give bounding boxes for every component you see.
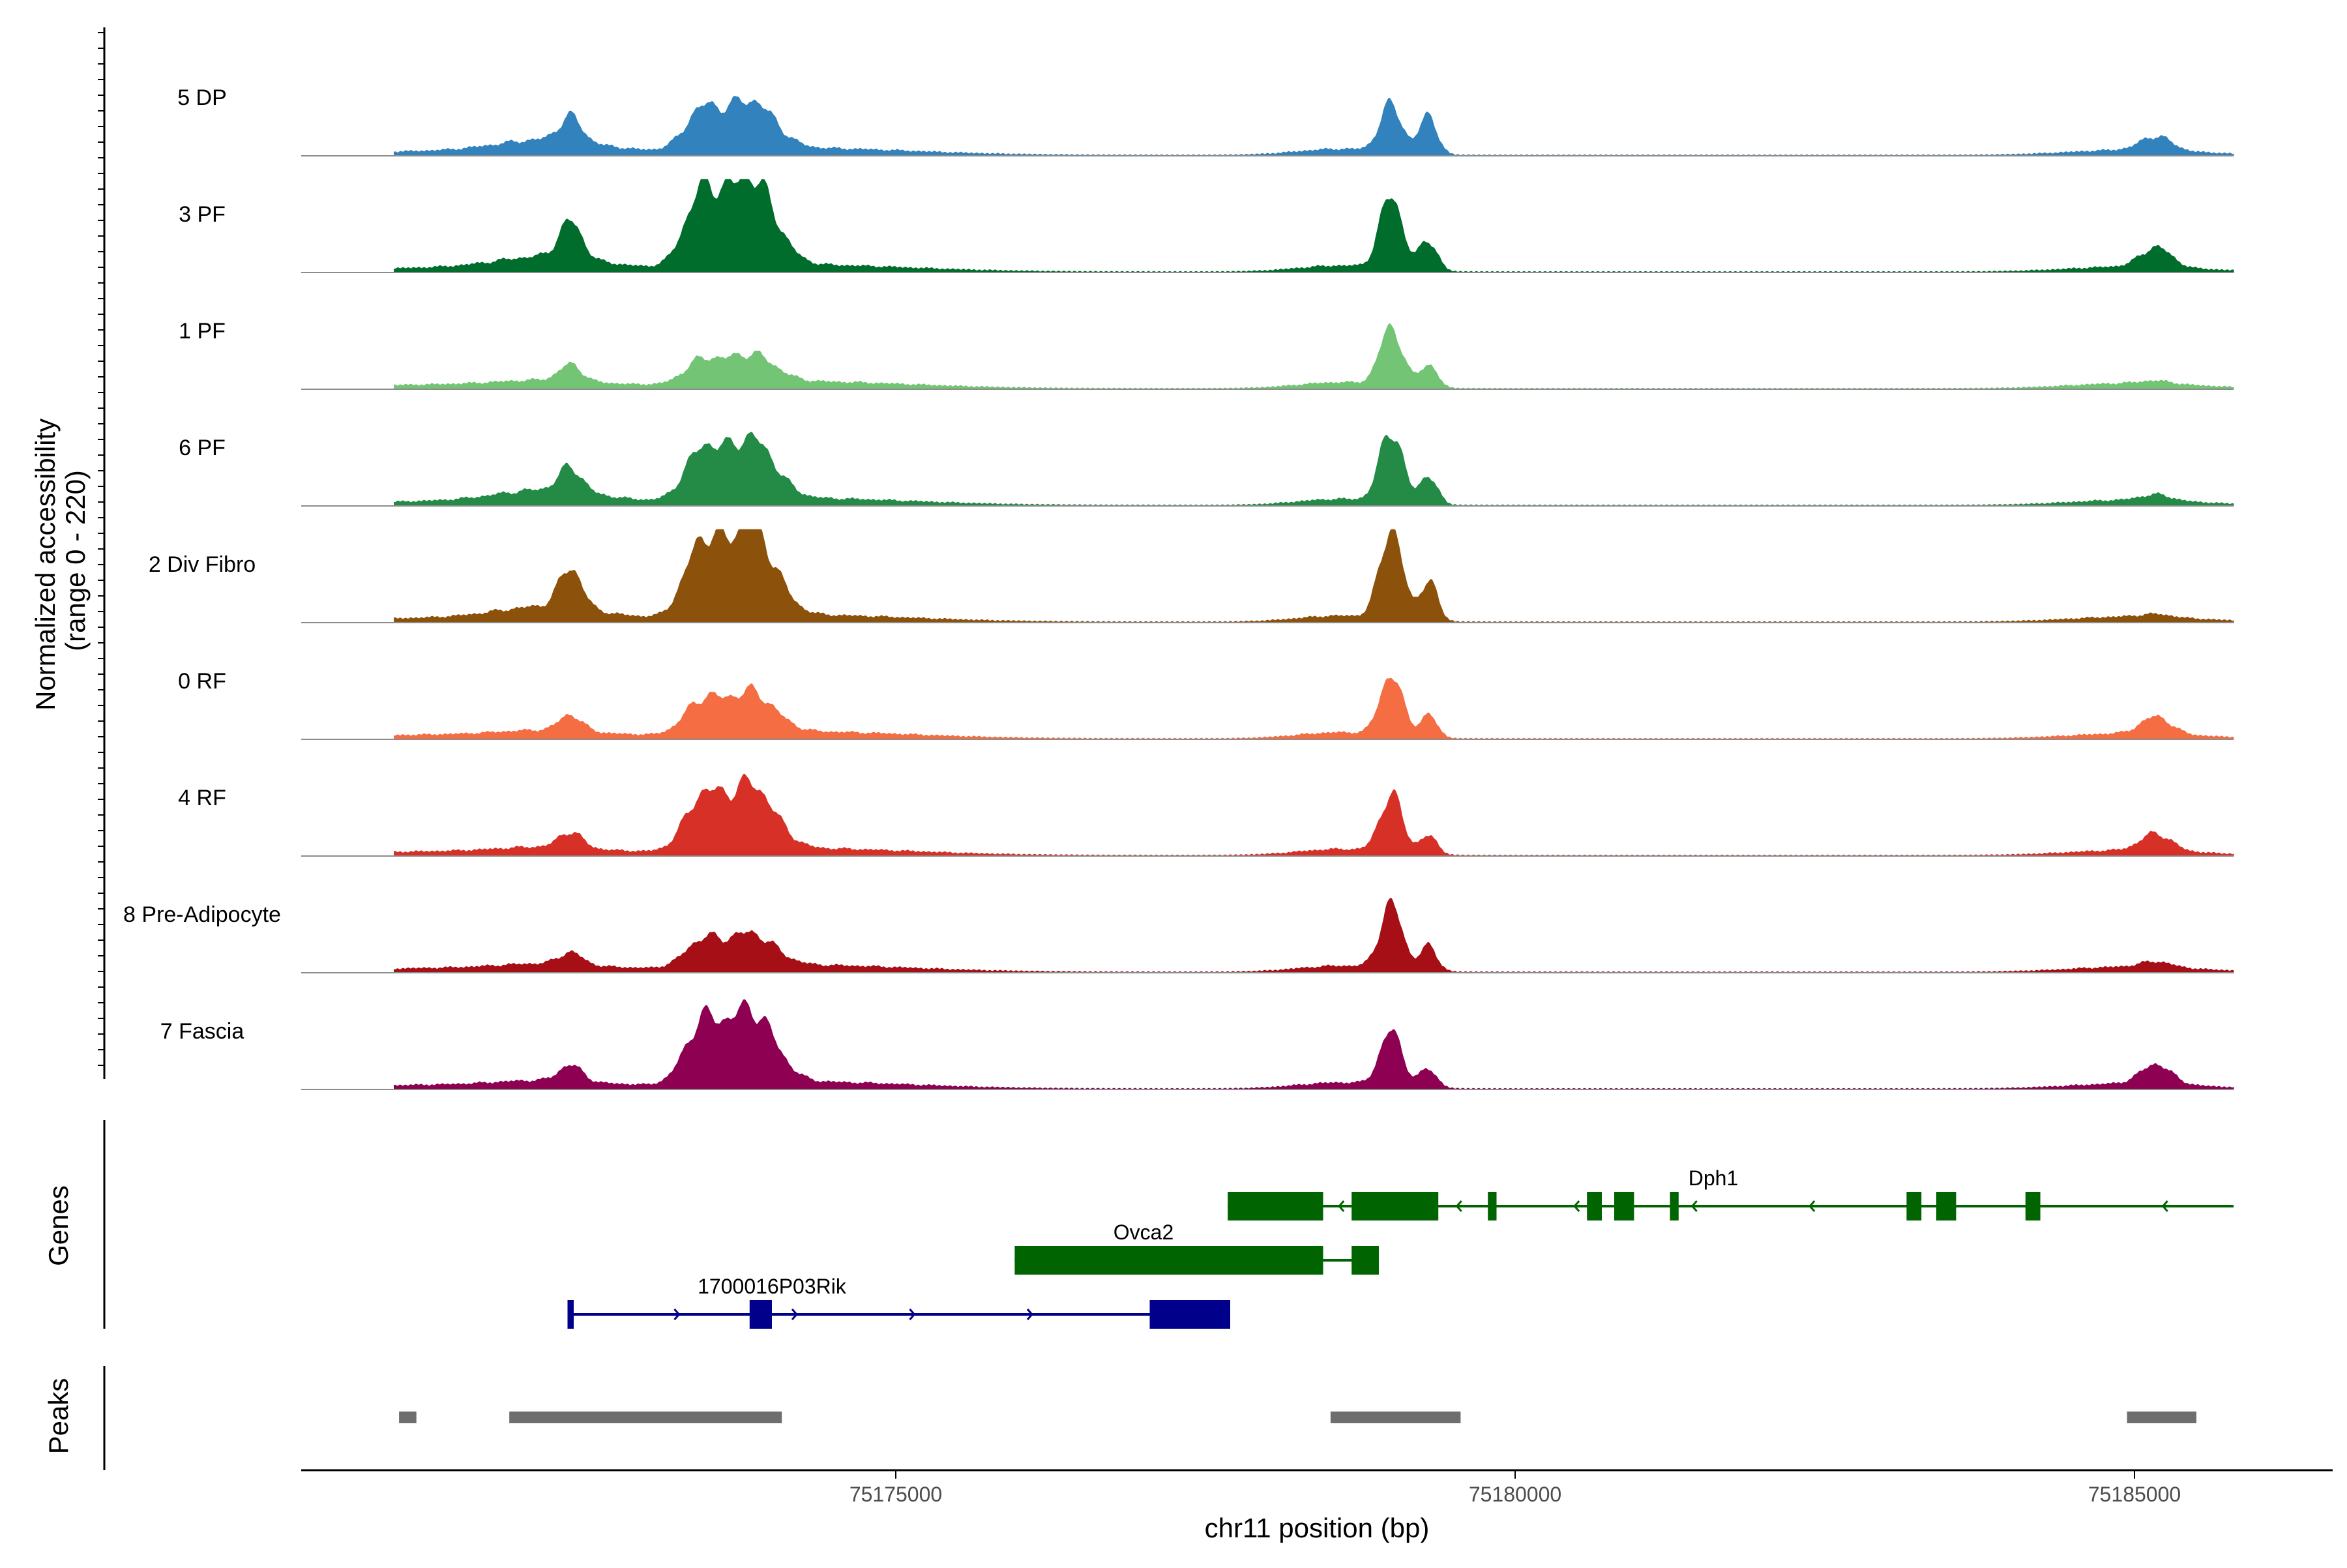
peak-region: [2127, 1412, 2196, 1423]
track-label: 5 DP: [177, 85, 227, 110]
coverage-track: 5 DP: [177, 85, 2234, 156]
peaks-panel-label: Peaks: [43, 1378, 74, 1455]
x-tick-label: 75180000: [1469, 1483, 1561, 1506]
gene-exon: [1670, 1192, 1679, 1220]
coverage-track: 8 Pre-Adipocyte: [123, 898, 2234, 973]
track-label: 2 Div Fibro: [149, 552, 256, 577]
track-label: 6 PF: [179, 436, 226, 460]
gene-model: Ovca2: [1014, 1220, 1379, 1275]
track-label: 0 RF: [178, 669, 226, 694]
strand-arrow: [1573, 1200, 1580, 1212]
gene-exon: [1488, 1192, 1497, 1220]
coverage-track: 6 PF: [179, 432, 2234, 507]
strand-arrow: [909, 1309, 916, 1320]
coverage-area: [394, 529, 2234, 623]
track-label: 3 PF: [179, 202, 226, 227]
coverage-track: 4 RF: [178, 773, 2234, 857]
coverage-area: [394, 898, 2234, 973]
track-label: 7 Fascia: [160, 1019, 244, 1044]
gene-exon: [1228, 1192, 1323, 1220]
x-axis-title: chr11 position (bp): [1205, 1513, 1430, 1543]
peak-region: [399, 1412, 417, 1423]
gene-exon: [1014, 1246, 1323, 1275]
gene-exon: [1351, 1246, 1379, 1275]
track-label: 8 Pre-Adipocyte: [123, 902, 281, 927]
gene-exon: [1906, 1192, 1922, 1220]
coverage-track: 1 PF: [179, 319, 2234, 390]
gene-label: Dph1: [1689, 1166, 1739, 1190]
strand-arrow: [1455, 1200, 1462, 1212]
x-tick-label: 75185000: [2088, 1483, 2181, 1506]
coverage-area: [394, 96, 2234, 156]
coverage-track: 2 Div Fibro: [149, 529, 2234, 623]
genes-panel: Genes Dph1 Ovca2 1700016P03Rik: [43, 1120, 2234, 1329]
strand-arrow: [1338, 1200, 1345, 1212]
peak-region: [509, 1412, 782, 1423]
strand-arrow: [2161, 1200, 2168, 1212]
gene-label: 1700016P03Rik: [698, 1275, 847, 1298]
gene-exon: [567, 1300, 574, 1329]
track-label: 1 PF: [179, 319, 226, 344]
gene-model: Dph1: [1228, 1166, 2234, 1220]
coverage-tracks: 5 DP 3 PF 1 PF 6 PF 2 Div Fibro 0 RF 4 RF 8 Pre…: [123, 85, 2234, 1090]
peak-region: [1330, 1412, 1461, 1423]
coverage-area: [394, 323, 2234, 390]
coverage-axis: [98, 27, 106, 1079]
strand-arrow: [673, 1309, 681, 1320]
coverage-track: 0 RF: [178, 669, 2234, 740]
gene-exon: [1587, 1192, 1602, 1220]
x-tick-label: 75175000: [849, 1483, 942, 1506]
coverage-area: [394, 773, 2234, 857]
gene-model: 1700016P03Rik: [567, 1275, 1230, 1329]
gene-exon: [1614, 1192, 1634, 1220]
strand-arrow: [1808, 1200, 1816, 1212]
gene-label: Ovca2: [1114, 1220, 1174, 1244]
coverage-area: [394, 179, 2234, 273]
peaks-panel: Peaks: [43, 1366, 2196, 1470]
coverage-area: [394, 999, 2234, 1090]
coverage-y-axis-title: Normalized accessibility (range 0 - 220): [30, 411, 91, 711]
strand-arrow: [791, 1309, 798, 1320]
coverage-track: 7 Fascia: [160, 999, 2234, 1090]
x-axis: chr11 position (bp) 75175000 75180000 7518…: [301, 1469, 2333, 1543]
gene-exon: [2025, 1192, 2041, 1220]
gene-exon: [1936, 1192, 1956, 1220]
coverage-area: [394, 432, 2234, 507]
genes-panel-label: Genes: [43, 1185, 74, 1266]
coverage-y-axis-title-line1: Normalized accessibility: [30, 419, 61, 711]
strand-arrow: [1026, 1309, 1033, 1320]
coverage-track: 3 PF: [179, 179, 2234, 273]
gene-exon: [1351, 1192, 1439, 1220]
gene-exon: [749, 1300, 772, 1329]
strand-arrow: [1690, 1200, 1698, 1212]
gene-exon: [1149, 1300, 1230, 1329]
track-label: 4 RF: [178, 786, 226, 810]
coverage-y-axis-title-line2: (range 0 - 220): [60, 470, 91, 651]
coverage-area: [394, 677, 2234, 740]
